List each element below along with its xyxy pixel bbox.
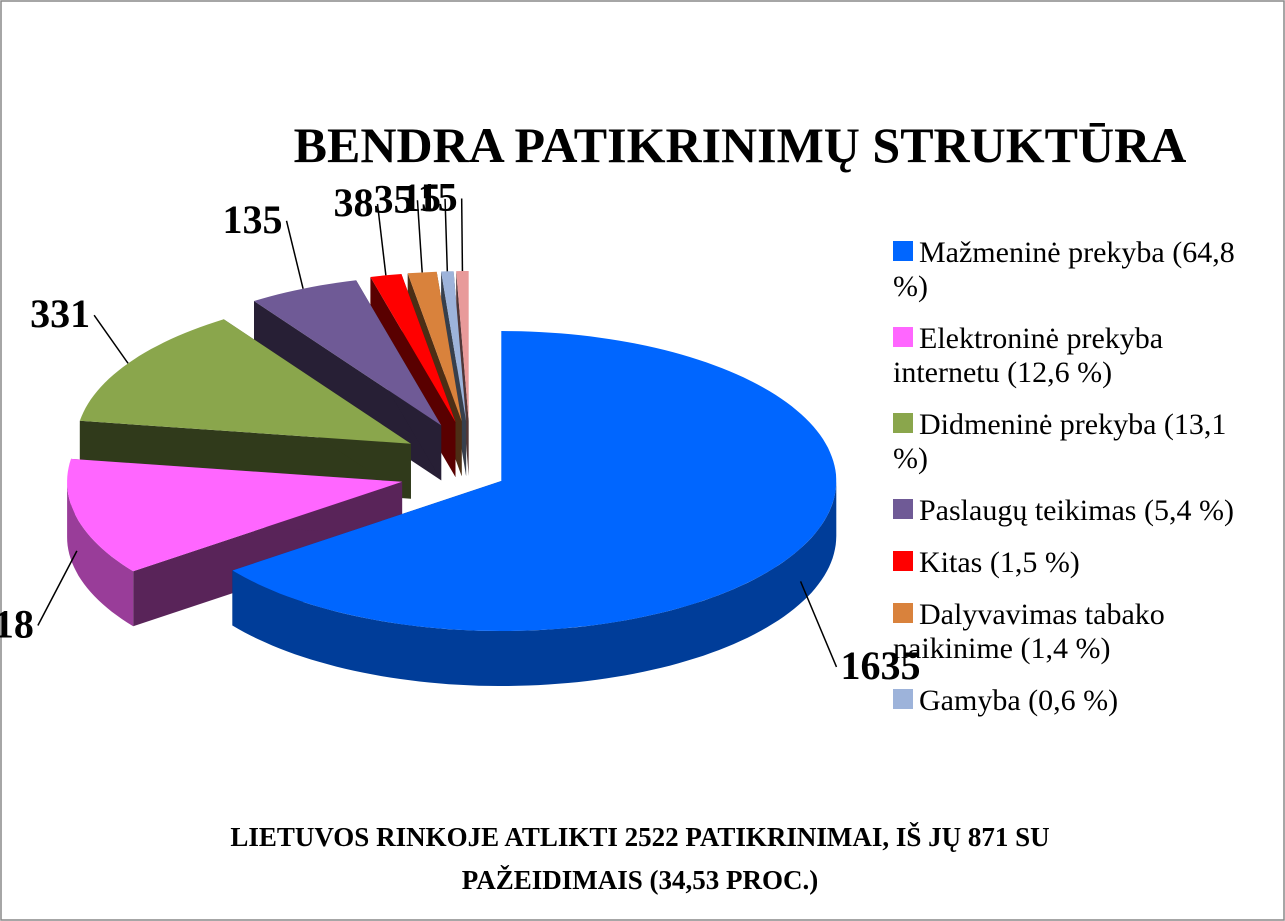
legend-swatch	[893, 499, 913, 519]
slice	[79, 319, 411, 444]
chart-title: BENDRA PATIKRINIMŲ STRUKTŪRA	[294, 117, 1187, 173]
legend-swatch	[893, 689, 913, 709]
leader-line	[376, 203, 387, 276]
data-label: 1635	[840, 643, 920, 688]
slice-side	[232, 481, 837, 686]
leader-line	[416, 200, 423, 273]
legend-label: Didmeninė prekyba (13,1 %)	[893, 408, 1227, 475]
legend-label: Paslaugų teikimas (5,4 %)	[919, 494, 1234, 527]
data-label: 331	[30, 291, 90, 336]
legend-label: Elektroninė prekyba internetu (12,6 %)	[893, 322, 1164, 389]
data-label: 15	[401, 175, 441, 220]
leader-line	[460, 198, 464, 272]
legend-item: Kitas (1,5 %)	[893, 546, 1268, 580]
leader-line	[37, 550, 78, 626]
slice	[456, 271, 469, 421]
legend-label: Kitas (1,5 %)	[919, 546, 1080, 579]
leader-line	[799, 581, 838, 668]
data-label: 38	[334, 180, 374, 225]
leader-line	[444, 198, 449, 272]
legend-swatch	[893, 551, 913, 571]
leader-line	[93, 314, 129, 364]
data-label: 15	[418, 175, 458, 220]
slice	[370, 274, 456, 423]
legend-item: Mažmeninė prekyba (64,8 %)	[893, 236, 1268, 304]
legend-label: Mažmeninė prekyba (64,8 %)	[893, 236, 1235, 303]
legend-item: Elektroninė prekyba internetu (12,6 %)	[893, 322, 1268, 390]
legend-item: Gamyba (0,6 %)	[893, 684, 1268, 718]
slice	[232, 331, 837, 631]
data-label: 318	[0, 601, 34, 646]
subtitle: PAŽEIDIMAIS (34,53 PROC.)	[462, 865, 819, 895]
legend-swatch	[893, 603, 913, 623]
slice	[407, 271, 462, 422]
legend-swatch	[893, 327, 913, 347]
slice	[254, 280, 442, 426]
legend-swatch	[893, 413, 913, 433]
slice-side	[67, 481, 134, 627]
legend-item: Dalyvavimas tabako naikinime (1,4 %)	[893, 598, 1268, 666]
slice	[67, 458, 403, 572]
leader-line	[285, 220, 304, 289]
legend-item: Didmeninė prekyba (13,1 %)	[893, 408, 1268, 476]
legend: Mažmeninė prekyba (64,8 %) Elektroninė pr…	[893, 236, 1268, 736]
legend-label: Dalyvavimas tabako naikinime (1,4 %)	[893, 598, 1165, 665]
legend-item: Paslaugų teikimas (5,4 %)	[893, 494, 1268, 528]
data-label: 35	[373, 176, 413, 221]
legend-swatch	[893, 241, 913, 261]
subtitle: LIETUVOS RINKOJE ATLIKTI 2522 PATIKRINIM…	[230, 822, 1049, 852]
legend-label: Gamyba (0,6 %)	[919, 684, 1119, 717]
data-label: 135	[223, 197, 283, 242]
slice	[441, 271, 467, 422]
